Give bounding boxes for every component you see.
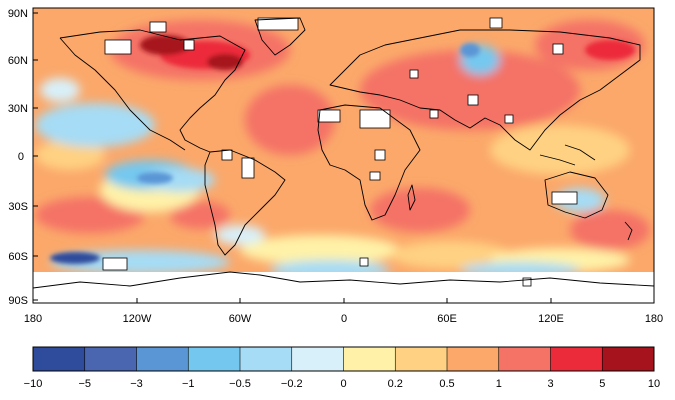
colorbar-swatch: [84, 347, 137, 371]
lon-label-180e: 180: [645, 313, 663, 325]
colorbar-swatch: [447, 347, 500, 371]
lon-label-0: 0: [341, 313, 347, 325]
colorbar-swatch: [240, 347, 293, 371]
colorbar-tick-label: −0.2: [281, 378, 303, 390]
colorbar-frame: [32, 346, 655, 372]
colorbar-tick-label: 0.2: [388, 378, 403, 390]
lat-label-30n: 30N: [8, 103, 28, 115]
colorbar-swatch: [498, 347, 551, 371]
longitude-axis: [32, 298, 655, 303]
colorbar-tick-label: 1: [496, 378, 502, 390]
colorbar-swatch: [188, 347, 241, 371]
colorbar-tick-label: −10: [24, 378, 43, 390]
lat-label-90n: 90N: [8, 8, 28, 20]
colorbar-tick-label: −1: [182, 378, 195, 390]
colorbar-swatch: [602, 347, 655, 371]
colorbar-swatch: [343, 347, 396, 371]
colorbar-swatches: [33, 347, 655, 371]
colorbar-tick-label: −3: [130, 378, 143, 390]
colorbar-swatch: [395, 347, 448, 371]
colorbar-labels: −10 −5 −3 −1 −0.5 −0.2 0 0.2 0.5 1 3 5 10: [24, 378, 660, 390]
colorbar-swatch: [33, 347, 86, 371]
lat-label-60n: 60N: [8, 55, 28, 67]
colorbar-tick-label: −0.5: [229, 378, 251, 390]
lon-label-180w: 180: [24, 313, 42, 325]
lat-label-60s: 60S: [8, 251, 28, 263]
colorbar-tick-label: −5: [78, 378, 91, 390]
colorbar-tick-label: 0: [340, 378, 346, 390]
colorbar-swatch: [291, 347, 344, 371]
lon-label-60e: 60E: [437, 313, 457, 325]
lat-label-30s: 30S: [8, 201, 28, 213]
colorbar-tick-label: 0.5: [439, 378, 454, 390]
latitude-axis: [33, 12, 38, 301]
lat-label-0: 0: [18, 151, 24, 163]
colorbar-tick-label: 10: [648, 378, 660, 390]
colorbar-swatch: [550, 347, 603, 371]
lon-label-120w: 120W: [123, 313, 152, 325]
colorbar: −10 −5 −3 −1 −0.5 −0.2 0 0.2 0.5 1 3 5 10: [24, 346, 660, 390]
colorbar-tick-label: 5: [599, 378, 605, 390]
lon-label-120e: 120E: [538, 313, 564, 325]
lat-label-90s: 90S: [8, 295, 28, 307]
lon-label-60w: 60W: [229, 313, 252, 325]
anomaly-field: [33, 8, 654, 303]
colorbar-swatch: [136, 347, 189, 371]
colorbar-tick-label: 3: [547, 378, 553, 390]
